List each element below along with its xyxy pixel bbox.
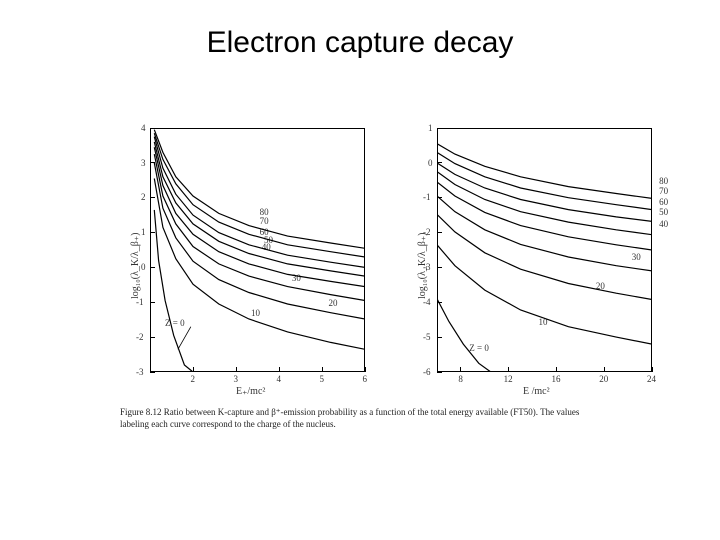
curve-10 xyxy=(154,179,365,350)
curve-40 xyxy=(154,147,365,286)
curve-60 xyxy=(154,137,365,268)
chart-right: 8070605040302010-6-5-4-3-2-101812162024l… xyxy=(407,128,682,406)
curve-layer xyxy=(120,128,395,406)
charts-region: 8070605040302010-3-2-10123423456log₁₀(λ_… xyxy=(120,128,682,406)
curve-z0 xyxy=(437,299,491,372)
page-title: Electron capture decay xyxy=(0,26,720,60)
chart-left: 8070605040302010-3-2-10123423456log₁₀(λ_… xyxy=(120,128,395,406)
curve-20 xyxy=(437,214,652,299)
curve-80 xyxy=(437,144,652,199)
page-root: Electron capture decay 8070605040302010-… xyxy=(0,0,720,540)
curve-80 xyxy=(154,130,365,249)
curve-70 xyxy=(154,133,365,257)
curve-50 xyxy=(154,142,365,276)
figure-caption: Figure 8.12 Ratio between K-capture and … xyxy=(120,406,600,430)
curve-30 xyxy=(154,154,365,300)
curve-10 xyxy=(437,245,652,344)
curve-layer xyxy=(407,128,682,406)
curve-30 xyxy=(437,196,652,271)
annotation-pointer xyxy=(178,327,191,350)
